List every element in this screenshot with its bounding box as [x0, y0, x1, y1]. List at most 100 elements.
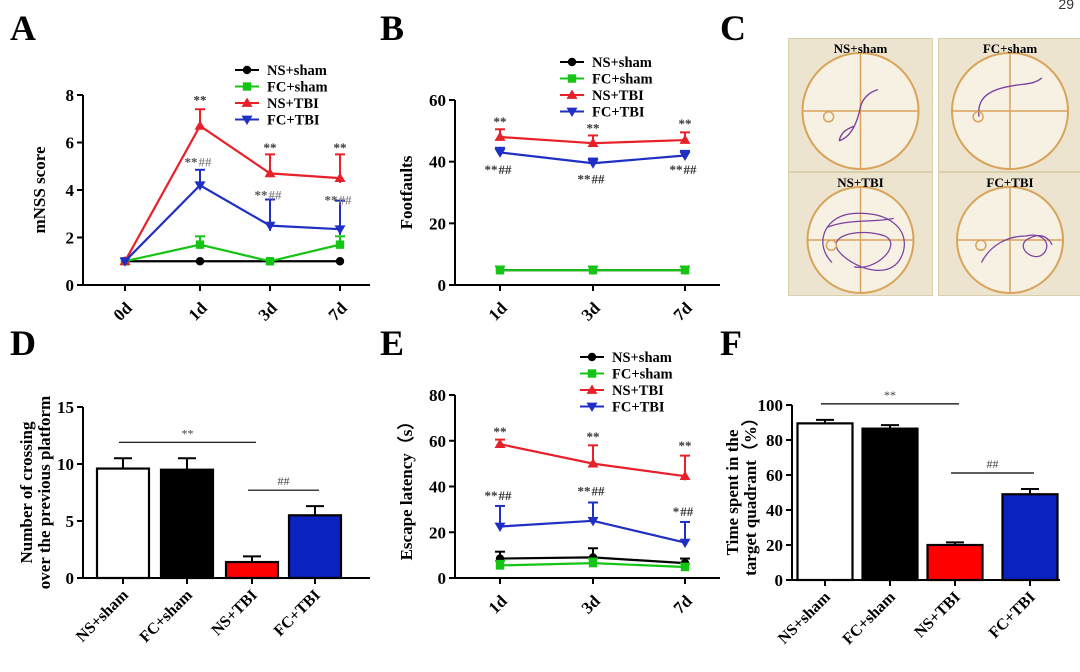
panel-letter: E	[380, 323, 404, 363]
significance-marker: ##	[499, 162, 513, 177]
significance-marker: **	[194, 93, 207, 108]
data-point	[494, 438, 506, 449]
data-point	[679, 470, 691, 481]
data-point	[334, 225, 346, 235]
significance-marker: **##	[185, 154, 213, 169]
significance-marker: **##	[485, 162, 513, 177]
panel-f-chart: F 0 20 40 60 80 100 NS+sham FC+sham NS+TBI FC+TBI T…	[720, 323, 1060, 648]
maze-image-label: NS+TBI	[837, 175, 884, 190]
y-tick-label: 10	[57, 455, 74, 474]
significance-marker: **	[679, 438, 692, 453]
significance-marker: **	[679, 116, 692, 131]
platform-marker	[825, 239, 838, 252]
significance-marker: **	[185, 154, 198, 169]
x-tick-label: FC+sham	[839, 588, 899, 648]
data-point	[335, 240, 345, 249]
bar	[287, 514, 343, 580]
significance-marker: **	[670, 162, 683, 177]
data-point	[264, 221, 276, 232]
panel-letter: B	[380, 8, 404, 48]
y-tick-label: 60	[429, 432, 446, 451]
data-point	[335, 257, 345, 266]
legend-entry: NS+sham	[592, 55, 652, 71]
significance-marker: ##	[592, 484, 606, 499]
y-tick-label: 80	[766, 431, 783, 450]
maze-track-drawing	[951, 52, 1069, 170]
x-tick-label: 3d	[255, 298, 282, 325]
data-point	[495, 561, 505, 570]
legend-marker	[241, 97, 253, 107]
y-axis-label: target quadrant（%）	[740, 409, 760, 576]
y-tick-label: 60	[429, 91, 446, 110]
y-axis-label: Time spent in the	[723, 429, 742, 555]
y-tick-label: 8	[66, 86, 75, 105]
significance-marker: ##	[499, 488, 513, 503]
significance-marker: ##	[592, 171, 606, 186]
significance-marker: ##	[278, 474, 290, 488]
maze-image-label: FC+sham	[982, 41, 1038, 56]
y-tick-label: 100	[758, 396, 784, 415]
panel-a-chart: A 0 2 4 6 8 0d 1d 3d 7d mNSS score NS+shamFC+shamNS…	[10, 8, 370, 325]
data-point	[194, 120, 206, 130]
legend-marker	[587, 352, 597, 362]
data-point	[194, 181, 206, 191]
y-tick-label: 40	[429, 153, 446, 172]
y-tick-label: 0	[66, 276, 75, 295]
y-tick-label: 20	[429, 523, 446, 542]
legend-entry: FC+sham	[592, 72, 653, 88]
maze-track-image: FC+TBI	[938, 172, 1080, 296]
x-tick-label: 3d	[578, 298, 605, 325]
legend-marker	[566, 89, 578, 99]
significance-marker: **	[587, 120, 600, 135]
significance-marker: **	[494, 114, 507, 129]
series-line	[124, 243, 341, 263]
x-tick-label: 7d	[670, 591, 697, 618]
data-point	[679, 151, 691, 161]
x-tick-label: 3d	[578, 591, 605, 618]
data-point	[680, 266, 690, 275]
maze-track-drawing	[806, 186, 915, 294]
data-point	[494, 522, 506, 533]
y-axis-label: mNSS score	[30, 146, 49, 233]
y-tick-label: 0	[775, 571, 784, 590]
significance-marker: ##	[684, 162, 698, 177]
panel-e-chart: E 0 20 40 60 80 1d 3d 7d Escape latency（s） NS+sham…	[380, 323, 720, 618]
x-tick-label: 1d	[485, 591, 512, 618]
data-point	[334, 172, 346, 182]
y-axis-label: Footfaults	[397, 155, 416, 229]
legend-entry: FC+TBI	[267, 113, 320, 129]
page-number: 29	[1058, 0, 1074, 12]
legend-marker	[566, 107, 578, 117]
significance-marker: ##	[987, 457, 999, 471]
data-point	[588, 558, 598, 568]
maze-track-image: NS+TBI	[788, 172, 933, 296]
significance-marker: **	[587, 429, 600, 444]
x-tick-label: FC+TBI	[271, 587, 324, 640]
legend-entry: NS+TBI	[612, 383, 664, 399]
significance-marker: **	[884, 388, 896, 402]
bar	[159, 468, 215, 580]
y-tick-label: 15	[57, 398, 74, 417]
significance-marker: **	[485, 488, 498, 503]
maze-track-drawing	[801, 52, 920, 170]
panel-letter: A	[10, 8, 36, 48]
data-point	[587, 159, 599, 169]
y-tick-label: 40	[766, 501, 783, 520]
swim-path	[980, 234, 1053, 263]
legend-marker	[241, 115, 253, 125]
legend-marker	[586, 402, 598, 412]
platform-marker	[972, 111, 984, 123]
legend-marker	[242, 65, 252, 75]
swim-path	[838, 88, 879, 142]
significance-marker: **##	[578, 171, 606, 186]
swim-path	[822, 212, 905, 271]
bar	[796, 422, 854, 582]
y-axis-label: Number of crossing	[17, 421, 36, 563]
x-tick-label: FC+sham	[136, 586, 196, 646]
legend-marker	[242, 82, 252, 91]
legend-entry: NS+TBI	[267, 96, 319, 112]
series-line	[124, 183, 341, 263]
significance-marker: ##	[680, 504, 694, 519]
y-axis-label: Escape latency（s）	[396, 413, 416, 561]
